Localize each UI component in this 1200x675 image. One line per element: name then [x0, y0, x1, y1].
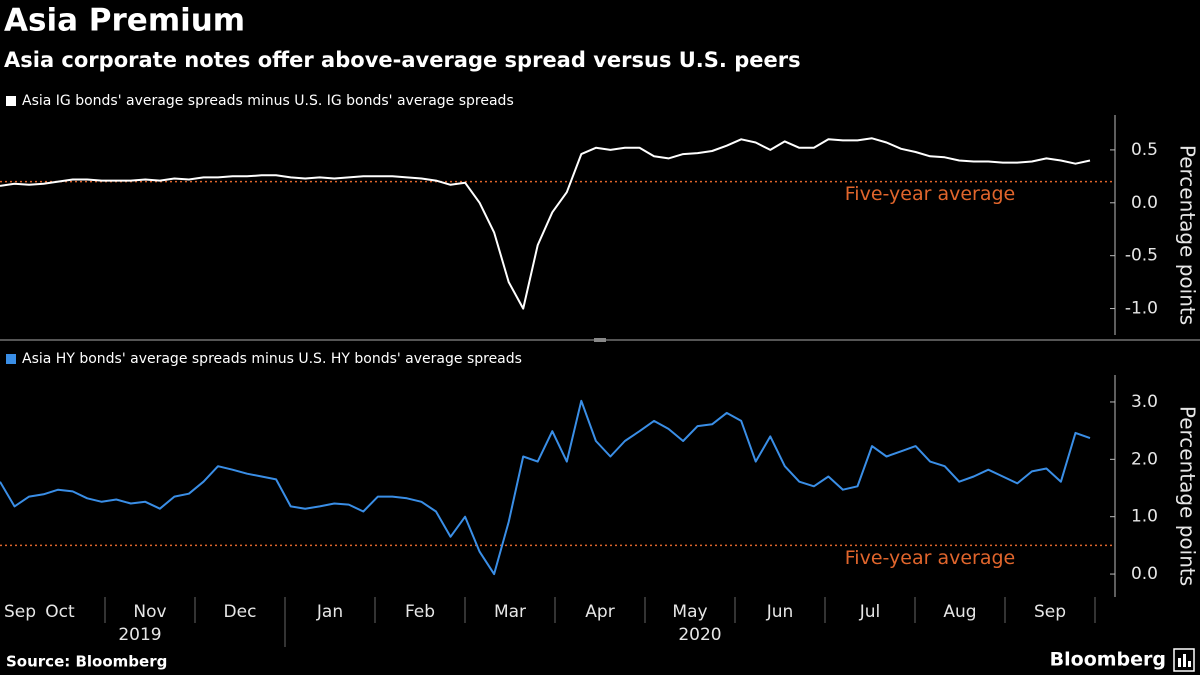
x-tick-label: Jun — [766, 602, 794, 622]
brand-icon — [1173, 648, 1195, 672]
y-tick-label: 2.0 — [1131, 449, 1158, 469]
series-line — [0, 137, 1091, 310]
y-axis-title: Percentage points — [1176, 406, 1200, 586]
y-tick-label: 1.0 — [1131, 507, 1158, 527]
y-tick-label: 0.0 — [1131, 193, 1158, 213]
x-tick-label: Apr — [585, 602, 614, 622]
x-tick-label: Dec — [224, 602, 257, 622]
x-tick-label: Nov — [133, 602, 166, 622]
x-year-label: 2020 — [678, 625, 721, 645]
brand-icon-bar — [1188, 661, 1191, 667]
legend-swatch — [6, 96, 16, 106]
y-tick-label: 0.0 — [1131, 564, 1158, 584]
x-tick-label: Aug — [943, 602, 976, 622]
x-tick-label: Feb — [405, 602, 435, 622]
source: Source: Bloomberg — [6, 653, 167, 671]
legend-swatch — [6, 354, 16, 364]
y-tick-label: -0.5 — [1125, 246, 1158, 266]
brand: Bloomberg — [1050, 649, 1166, 671]
x-tick-label: Mar — [494, 602, 526, 622]
legend-label: Asia HY bonds' average spreads minus U.S… — [22, 351, 522, 367]
x-tick-label: Jan — [316, 602, 343, 622]
x-tick-label: May — [672, 602, 707, 622]
x-tick-label: Jul — [859, 602, 881, 622]
brand-icon-bar — [1183, 654, 1186, 667]
y-tick-label: -1.0 — [1125, 299, 1158, 319]
legend-label: Asia IG bonds' average spreads minus U.S… — [22, 93, 514, 109]
y-tick-label: 0.5 — [1131, 140, 1158, 160]
x-year-label: 2019 — [118, 625, 161, 645]
x-tick-label: Oct — [45, 602, 75, 622]
chart-title: Asia Premium — [4, 3, 245, 39]
reference-label: Five-year average — [845, 183, 1016, 205]
x-tick-label: Sep — [4, 602, 36, 622]
brand-icon-bar — [1178, 658, 1181, 667]
chart-subtitle: Asia corporate notes offer above-average… — [4, 48, 801, 72]
y-tick-label: 3.0 — [1131, 392, 1158, 412]
series-line — [0, 399, 1091, 576]
x-tick-label: Sep — [1034, 602, 1066, 622]
reference-label: Five-year average — [845, 547, 1016, 569]
brand-icon-frame — [1173, 648, 1195, 672]
y-axis-title: Percentage points — [1176, 145, 1200, 325]
